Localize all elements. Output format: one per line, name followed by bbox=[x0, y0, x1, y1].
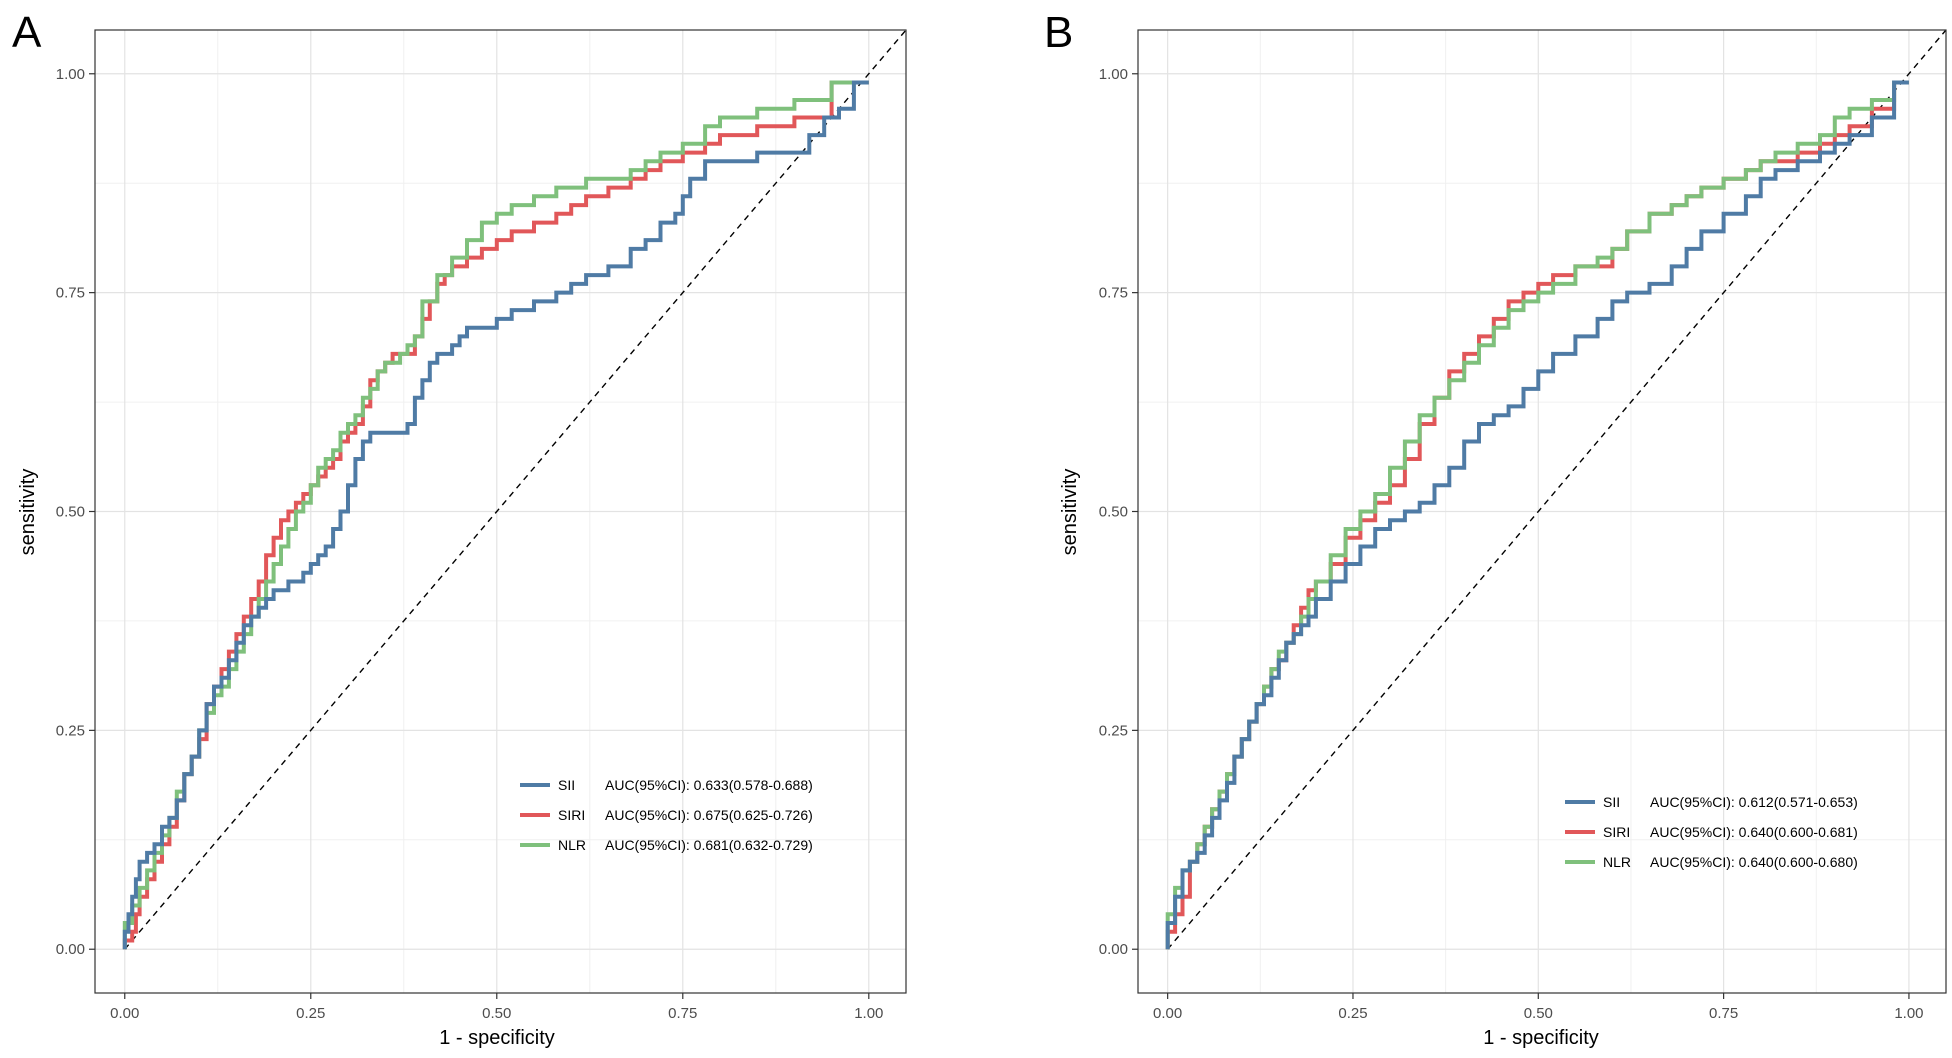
panel-a: A 0.00 0.25 0.50 0.75 1.00 0.00 0.25 0.50 0.75 1.… bbox=[12, 8, 907, 1049]
panel-a-x-tick-label: 0.25 bbox=[296, 1005, 325, 1022]
panel-a-legend: SII AUC(95%CI): 0.633(0.578-0.688) SIRI AUC… bbox=[520, 777, 813, 853]
panel-b-x-axis-label: 1 - specificity bbox=[1483, 1027, 1599, 1049]
panel-b-x-tick-label: 0.25 bbox=[1338, 1005, 1367, 1022]
panel-a-y-tick-label: 0.00 bbox=[56, 941, 85, 958]
panel-b-legend-name-nlr: NLR bbox=[1603, 854, 1631, 870]
panel-b-x-tick-label: 0.50 bbox=[1524, 1005, 1553, 1022]
panel-a-legend-name-nlr: NLR bbox=[558, 837, 586, 853]
panel-a-ticks: 0.00 0.25 0.50 0.75 1.00 0.00 0.25 0.50 0.75 1.00 bbox=[56, 66, 884, 1022]
panel-a-x-tick-label: 0.00 bbox=[110, 1005, 139, 1022]
panel-b-legend-auc-sii: AUC(95%CI): 0.612(0.571-0.653) bbox=[1650, 794, 1858, 810]
panel-b-legend-auc-nlr: AUC(95%CI): 0.640(0.600-0.680) bbox=[1650, 854, 1858, 870]
panel-a-diagonal-reference bbox=[124, 29, 907, 950]
panel-a-roc-curve-sii bbox=[122, 80, 869, 950]
panel-a-curves bbox=[122, 80, 869, 950]
panel-a-x-tick-label: 1.00 bbox=[854, 1005, 883, 1022]
panel-a-legend-auc-sii: AUC(95%CI): 0.633(0.578-0.688) bbox=[605, 777, 813, 793]
panel-a-legend-auc-siri: AUC(95%CI): 0.675(0.625-0.726) bbox=[605, 807, 813, 823]
panel-a-y-tick-label: 0.25 bbox=[56, 722, 85, 739]
panel-b-curves bbox=[1165, 80, 1909, 950]
panel-b-y-tick-label: 0.75 bbox=[1099, 285, 1128, 302]
panel-a-legend-name-sii: SII bbox=[558, 777, 575, 793]
panel-b-x-tick-label: 1.00 bbox=[1894, 1005, 1923, 1022]
panel-b-legend-name-sii: SII bbox=[1603, 794, 1620, 810]
panel-a-legend-name-siri: SIRI bbox=[558, 807, 585, 823]
panel-b-grid bbox=[1138, 30, 1946, 993]
panel-b-y-tick-label: 1.00 bbox=[1099, 66, 1128, 83]
panel-b-y-axis-label: sensitivity bbox=[1059, 469, 1081, 556]
panel-b-x-tick-label: 0.00 bbox=[1153, 1005, 1182, 1022]
panel-label-a: A bbox=[12, 8, 42, 57]
panel-b-x-tick-label: 0.75 bbox=[1709, 1005, 1738, 1022]
panel-a-y-tick-label: 0.50 bbox=[56, 504, 85, 521]
panel-b: B 0.00 0.25 0.50 0.75 1.00 0.00 0.25 0.50 0.75 1.… bbox=[1044, 8, 1947, 1049]
panel-a-x-tick-label: 0.75 bbox=[668, 1005, 697, 1022]
panel-b-y-tick-label: 0.50 bbox=[1099, 504, 1128, 521]
panel-b-roc-curve-sii bbox=[1165, 80, 1909, 950]
panel-b-diagonal-reference bbox=[1167, 29, 1947, 950]
panel-a-x-axis-label: 1 - specificity bbox=[439, 1027, 555, 1049]
panel-b-y-tick-label: 0.25 bbox=[1099, 722, 1128, 739]
panel-b-legend: SII AUC(95%CI): 0.612(0.571-0.653) SIRI AUC… bbox=[1565, 794, 1858, 870]
panel-a-y-tick-label: 1.00 bbox=[56, 66, 85, 83]
panel-b-legend-name-siri: SIRI bbox=[1603, 824, 1630, 840]
panel-a-y-axis-label: sensitivity bbox=[17, 469, 39, 556]
panel-a-legend-auc-nlr: AUC(95%CI): 0.681(0.632-0.729) bbox=[605, 837, 813, 853]
panel-label-b: B bbox=[1044, 8, 1073, 57]
panel-a-x-tick-label: 0.50 bbox=[482, 1005, 511, 1022]
panel-a-y-tick-label: 0.75 bbox=[56, 285, 85, 302]
panel-b-legend-auc-siri: AUC(95%CI): 0.640(0.600-0.681) bbox=[1650, 824, 1858, 840]
panel-b-y-tick-label: 0.00 bbox=[1099, 941, 1128, 958]
panel-b-ticks: 0.00 0.25 0.50 0.75 1.00 0.00 0.25 0.50 0.75 1.00 bbox=[1099, 66, 1924, 1022]
